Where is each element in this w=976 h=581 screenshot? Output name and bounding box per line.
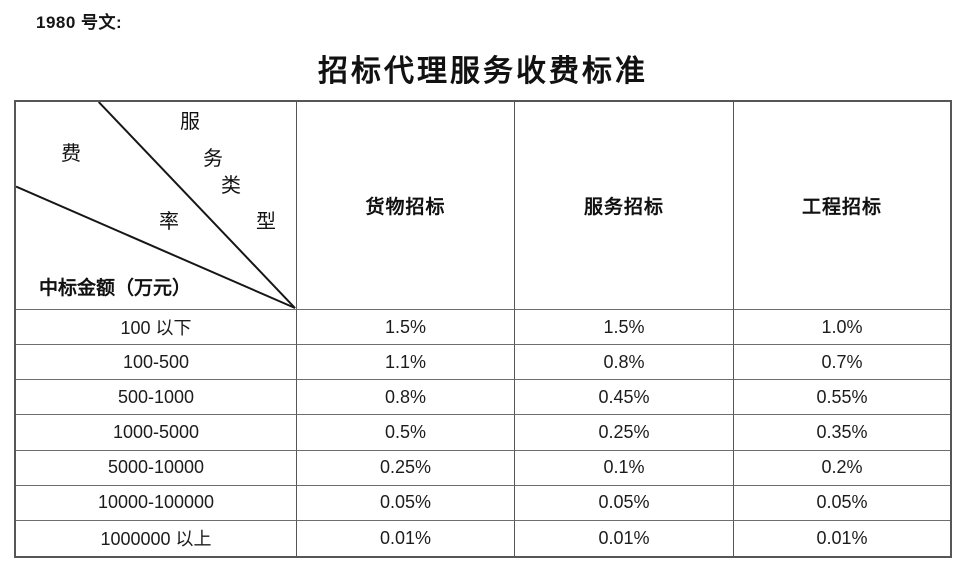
corner-amount-axis-label: 中标金额（万元）	[39, 278, 192, 299]
row-label: 100-500	[16, 345, 297, 381]
table-corner-diagonal-cell: 费 服 务 类 率 型 中标金额（万元）	[16, 102, 297, 310]
table-cell: 0.25%	[515, 415, 734, 451]
table-cell: 0.05%	[515, 485, 734, 521]
row-label: 1000000 以上	[16, 520, 297, 556]
table-cell: 0.55%	[734, 380, 950, 416]
table-cell: 1.1%	[297, 345, 515, 381]
table-cell: 0.01%	[515, 520, 734, 556]
corner-col-axis-char-2: 务	[203, 148, 223, 170]
table-cell: 0.05%	[734, 486, 950, 521]
table-cell: 0.5%	[297, 415, 515, 451]
table-cell: 0.1%	[515, 450, 734, 486]
table-cell: 0.8%	[515, 345, 734, 381]
page-title: 招标代理服务收费标准	[318, 55, 648, 88]
table-cell: 1.0%	[734, 310, 950, 346]
corner-col-axis-char-3: 类	[221, 175, 241, 197]
corner-col-axis-char-1: 服	[180, 111, 200, 133]
column-header-goods: 货物招标	[297, 102, 515, 310]
table-cell: 0.2%	[734, 451, 950, 486]
column-header-services: 服务招标	[515, 102, 734, 310]
table-cell: 0.01%	[297, 520, 515, 556]
row-label: 500-1000	[16, 380, 297, 416]
table-cell: 0.05%	[297, 485, 515, 521]
corner-row-axis-char-2: 率	[159, 211, 179, 233]
table-cell: 0.35%	[734, 415, 950, 451]
diagonal-divider-lines	[16, 102, 296, 309]
corner-col-axis-char-4: 型	[256, 211, 276, 233]
table-cell: 0.25%	[297, 450, 515, 486]
table-cell: 0.01%	[816, 527, 868, 548]
table-cell: 1.5%	[515, 310, 734, 346]
corner-row-axis-char-1: 费	[61, 143, 81, 165]
row-label: 1000-5000	[16, 415, 297, 451]
row-label: 5000-10000	[16, 450, 297, 486]
table-cell: 0.45%	[515, 380, 734, 416]
table-cell: 0.7%	[734, 345, 950, 381]
row-label: 10000-100000	[16, 485, 297, 521]
document-number-label: 1980 号文:	[36, 13, 123, 32]
row-label: 100 以下	[16, 310, 297, 346]
table-cell: 0.8%	[297, 380, 515, 416]
fee-standard-table: 费 服 务 类 率 型 中标金额（万元） 货物招标 服务招标 工程招标 100 …	[14, 100, 952, 558]
table-cell: 1.5%	[297, 310, 515, 346]
column-header-engineering: 工程招标	[734, 102, 950, 310]
